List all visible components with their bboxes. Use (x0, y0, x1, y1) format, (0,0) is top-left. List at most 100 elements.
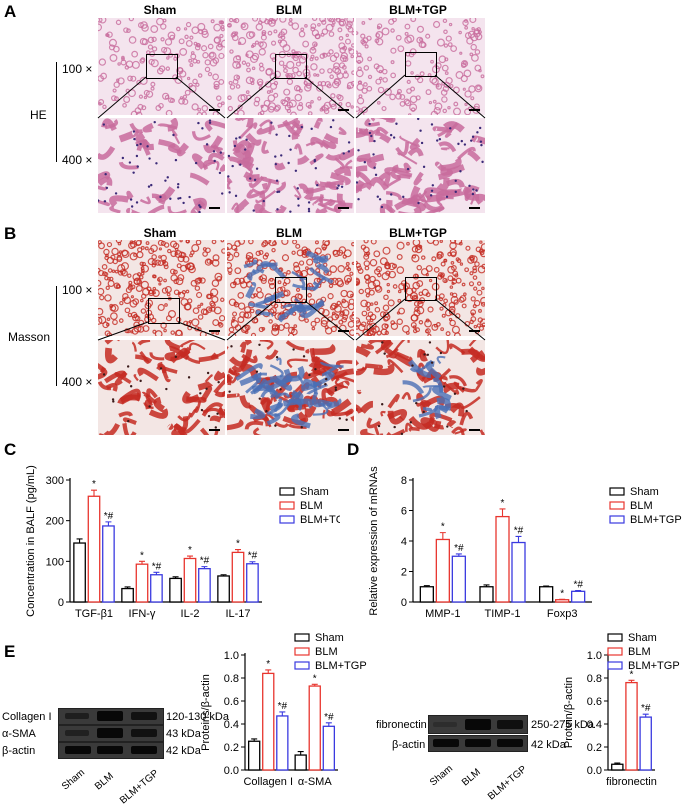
bar (74, 543, 85, 602)
y-tick-label: 0.2 (587, 742, 602, 754)
significance-mark: * (236, 539, 240, 550)
bar (572, 591, 585, 602)
bar (420, 587, 433, 602)
legend-label: Sham (300, 486, 329, 498)
lane-label-blm-tgp: BLM+TGP (118, 768, 161, 806)
significance-mark: * (188, 545, 192, 556)
blot-band (465, 719, 491, 730)
y-axis-label: Proteins/β-actin (200, 674, 212, 751)
legend-label: BLM (630, 500, 653, 512)
bar (556, 600, 569, 602)
significance-mark: * (501, 498, 505, 509)
y-axis-label: Relative expression of mRNAs (368, 466, 380, 616)
blot-band (433, 739, 459, 747)
significance-mark: *# (278, 701, 288, 712)
y-tick-label: 200 (46, 516, 64, 528)
bar (295, 755, 306, 770)
blot-band-row (428, 715, 528, 734)
bar (263, 673, 274, 770)
lane-label-blm-tgp: BLM+TGP (486, 764, 529, 803)
x-tick-label: IFN-γ (129, 608, 156, 620)
legend-swatch (295, 634, 309, 641)
legend-swatch (608, 648, 622, 655)
error-bar (91, 490, 97, 496)
legend-label: BLM+TGP (628, 660, 680, 672)
blot-band-row (428, 735, 528, 752)
legend-label: BLM (628, 646, 651, 658)
y-tick-label: 0.0 (224, 765, 239, 777)
y-tick-label: 0.2 (224, 742, 239, 754)
x-tick-label: TGF-β1 (75, 608, 113, 620)
legend-swatch (610, 488, 624, 495)
significance-mark: * (560, 588, 564, 599)
lane-label-sham: Sham (428, 763, 455, 788)
y-tick-label: 0.4 (587, 719, 602, 731)
blot-label-bactin: β-actin (392, 739, 425, 751)
y-tick-label: 1.0 (224, 650, 239, 662)
legend-label: BLM+TGP (630, 514, 682, 526)
y-tick-label: 8 (401, 475, 407, 487)
zoom-connectors (0, 0, 685, 440)
legend-swatch (610, 516, 624, 523)
significance-mark: *# (200, 556, 210, 567)
error-bar (440, 533, 446, 540)
legend-label: Sham (630, 486, 659, 498)
significance-mark: * (140, 550, 144, 561)
blot-band (131, 712, 157, 720)
y-tick-label: 0.0 (587, 765, 602, 777)
bar (249, 741, 260, 770)
blot-band (65, 730, 89, 736)
blot-band-row (58, 742, 164, 759)
legend-swatch (280, 502, 294, 509)
bar (452, 556, 465, 602)
chart-e-fibronectin: 0.00.20.40.60.81.0Protein/β-actin**#fibr… (560, 632, 685, 805)
y-tick-label: 0.8 (587, 673, 602, 685)
x-tick-label: Collagen I (243, 776, 293, 788)
y-axis-label: Concentration in BALF (pg/mL) (25, 465, 37, 617)
y-tick-label: 6 (401, 506, 407, 518)
bar (170, 578, 181, 602)
blot-band (131, 729, 157, 737)
y-tick-label: 0.4 (224, 719, 239, 731)
blot-band-row (58, 725, 164, 742)
blot-label-bactin: β-actin (2, 745, 35, 757)
lane-label-blm: BLM (460, 767, 483, 789)
significance-mark: *# (104, 511, 114, 522)
blot-band (497, 739, 523, 747)
bar (232, 552, 243, 602)
bar (309, 686, 320, 770)
blot-band (65, 713, 89, 719)
bar (218, 576, 229, 602)
legend-swatch (280, 488, 294, 495)
y-tick-label: 300 (46, 475, 64, 487)
panel-letter-e: E (4, 642, 15, 662)
error-bar (516, 536, 522, 542)
bar (88, 496, 99, 602)
legend-label: BLM+TGP (315, 660, 367, 672)
bar (436, 539, 449, 602)
bar (277, 716, 288, 770)
significance-mark: *# (641, 703, 651, 714)
legend-swatch (608, 662, 622, 669)
bar (496, 517, 509, 602)
y-tick-label: 0.6 (224, 696, 239, 708)
x-tick-label: IL-17 (225, 608, 250, 620)
x-tick-label: TIMP-1 (484, 608, 520, 620)
bar (540, 587, 553, 602)
lane-label-blm: BLM (93, 771, 116, 793)
bar (184, 558, 195, 602)
bar (199, 569, 210, 602)
blot-band-row (58, 708, 164, 725)
y-tick-label: 4 (401, 536, 407, 548)
significance-mark: *# (324, 712, 334, 723)
legend-label: BLM (315, 646, 338, 658)
blot-band (131, 746, 157, 754)
error-bar (500, 509, 506, 517)
legend-label: BLM+TGP (300, 514, 340, 526)
y-tick-label: 0 (401, 597, 407, 609)
bar (626, 683, 637, 770)
x-tick-label: fibronectin (606, 776, 657, 788)
legend-swatch (280, 516, 294, 523)
legend-label: Sham (628, 632, 657, 644)
bar (103, 526, 114, 602)
